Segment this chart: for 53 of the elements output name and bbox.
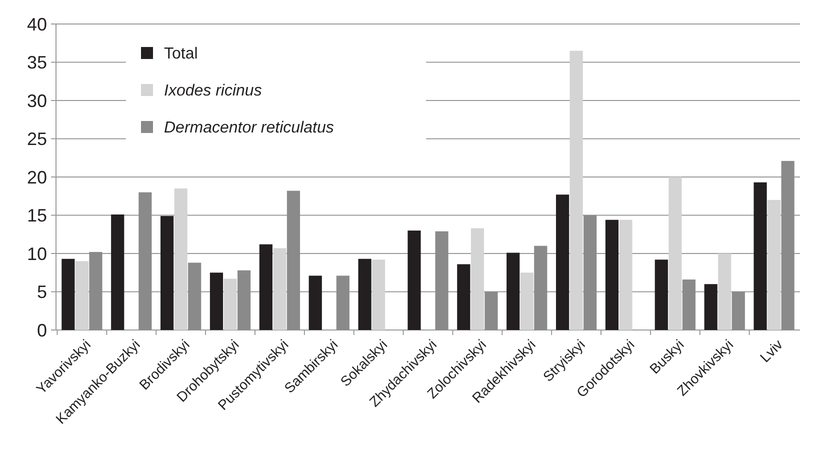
bar (534, 246, 548, 330)
bar (619, 220, 632, 330)
bar (224, 278, 237, 330)
y-tick-label: 20 (26, 167, 47, 188)
legend-label: Total (164, 46, 198, 63)
bar (718, 254, 732, 330)
y-tick-label: 0 (36, 320, 47, 340)
y-tick-label: 10 (26, 244, 47, 264)
bar (605, 220, 619, 330)
bar (484, 292, 498, 330)
y-tick-label: 40 (26, 14, 47, 34)
bar (584, 215, 597, 330)
bar (732, 292, 745, 330)
bar (372, 260, 386, 330)
bar (506, 252, 520, 330)
bar (75, 261, 88, 330)
bar (188, 262, 202, 330)
bar (704, 284, 718, 330)
legend-label: Ixodes ricinus (164, 82, 262, 100)
bar (336, 276, 350, 330)
bar (470, 228, 484, 330)
bar (210, 272, 224, 330)
bar (138, 192, 152, 330)
bar (570, 50, 583, 330)
bar (358, 258, 372, 330)
bar (754, 182, 767, 330)
bar (768, 200, 781, 330)
y-tick-label: 35 (26, 52, 47, 73)
bar (62, 258, 75, 330)
legend-label: Dermacentor reticulatus (164, 120, 334, 137)
bar (520, 272, 534, 330)
bar (89, 252, 102, 330)
x-tick-label: Lviv (756, 336, 786, 366)
bar (781, 160, 794, 330)
y-tick-label: 25 (26, 129, 47, 150)
bar (160, 216, 174, 330)
y-tick-label: 5 (36, 282, 47, 302)
bar (237, 270, 251, 330)
bar (308, 276, 322, 330)
bar (457, 264, 470, 330)
bar (273, 248, 286, 330)
bar (286, 190, 300, 330)
bar (654, 260, 668, 330)
bar (259, 244, 272, 330)
bar (668, 177, 682, 330)
bar (556, 194, 570, 330)
bar (111, 214, 124, 330)
y-tick-label: 30 (26, 90, 47, 111)
bar (174, 188, 188, 330)
bar (408, 230, 421, 330)
bar (682, 280, 696, 330)
y-tick-label: 15 (26, 206, 47, 226)
bar (435, 231, 448, 330)
